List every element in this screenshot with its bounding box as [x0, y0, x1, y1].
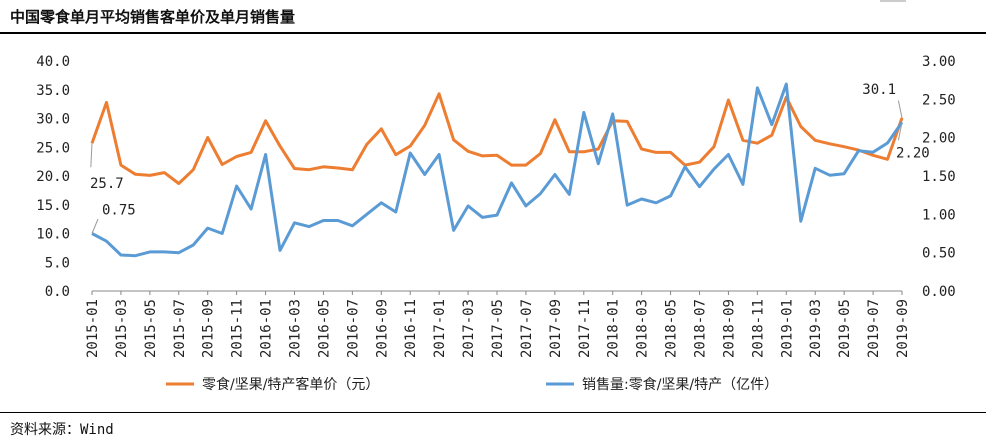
series-line-volume: [91, 82, 904, 258]
y-right-tick-label: 2.50: [922, 92, 956, 108]
chart-title: 中国零食单月平均销售客单价及单月销售量: [10, 8, 296, 26]
x-tick-label: 2015-01: [85, 299, 101, 358]
x-tick-label: 2017-07: [519, 299, 535, 358]
x-tick-label: 2016-03: [288, 299, 304, 358]
x-tick-label: 2016-07: [345, 299, 361, 358]
y-left-tick-label: 25.0: [36, 140, 70, 156]
y-right-tick-label: 1.50: [922, 169, 956, 185]
footer-divider: [0, 412, 986, 413]
data-annotation-label: 30.1: [862, 82, 896, 98]
x-tick-label: 2017-05: [490, 299, 506, 358]
y-left-tick-label: 5.0: [45, 255, 70, 271]
x-tick-label: 2019-03: [808, 299, 824, 358]
data-annotation-label: 2.20: [896, 145, 930, 161]
x-tick-label: 2015-09: [201, 299, 217, 358]
legend-label-unit-price: 零食/坚果/特产客单价（元）: [202, 376, 379, 393]
x-tick-label: 2018-09: [721, 299, 737, 358]
x-tick-label: 2019-05: [837, 299, 853, 358]
x-tick-label: 2019-01: [779, 299, 795, 358]
y-right-tick-label: 1.00: [922, 207, 956, 223]
x-tick-label: 2015-03: [114, 299, 130, 358]
y-left-tick-label: 10.0: [36, 227, 70, 243]
x-tick-label: 2015-07: [172, 299, 188, 358]
legend: 零食/坚果/特产客单价（元） 销售量:零食/坚果/特产（亿件）: [166, 376, 778, 393]
data-annotation-label: 25.7: [90, 176, 124, 192]
y-right-tick-label: 0.50: [922, 246, 956, 262]
title-divider: [0, 32, 986, 34]
y-left-tick-label: 20.0: [36, 169, 70, 185]
source-note: 资料来源：Wind: [10, 422, 114, 438]
x-tick-label: 2016-05: [316, 299, 332, 358]
series-layer: [90, 82, 904, 258]
x-tick-label: 2016-09: [374, 299, 390, 358]
x-tick-label: 2016-11: [403, 299, 419, 358]
x-tick-label: 2015-05: [143, 299, 159, 358]
y-right-tick-label: 0.00: [922, 284, 956, 300]
y-right-tick-label: 3.00: [922, 54, 956, 70]
x-tick-label: 2019-07: [866, 299, 882, 358]
x-tick-label: 2015-11: [230, 299, 246, 358]
annotation-leader: [90, 143, 93, 168]
y-left-tick-label: 30.0: [36, 112, 70, 128]
legend-label-volume: 销售量:零食/坚果/特产（亿件）: [582, 376, 778, 393]
annotation-leader: [91, 218, 99, 234]
series-line-unit-price: [90, 92, 904, 185]
y-left-tick-label: 15.0: [36, 198, 70, 214]
axes-layer: [91, 290, 903, 295]
y-left-tick-label: 35.0: [36, 83, 70, 99]
x-tick-label: 2019-09: [895, 299, 911, 358]
data-annotation-label: 0.75: [102, 203, 136, 219]
x-tick-label: 2018-03: [635, 299, 651, 358]
x-tick-label: 2018-07: [693, 299, 709, 358]
top-corner-mark: [880, 0, 906, 2]
label-layer: 0.0 5.0 10.0 15.0 20.0 25.0 30.0 35.0 40.0 0.00 0.…: [36, 54, 955, 358]
x-tick-label: 2017-09: [548, 299, 564, 358]
x-tick-label: 2018-05: [664, 299, 680, 358]
x-tick-label: 2018-11: [750, 299, 766, 358]
y-left-tick-label: 0.0: [45, 284, 70, 300]
x-tick-label: 2017-01: [432, 299, 448, 358]
x-tick-label: 2017-03: [461, 299, 477, 358]
y-left-tick-label: 40.0: [36, 54, 70, 70]
annotation-leader: [897, 122, 903, 141]
x-tick-label: 2017-11: [577, 299, 593, 358]
annotation-leader: [897, 100, 903, 119]
x-tick-label: 2018-01: [606, 299, 622, 358]
y-right-tick-label: 2.00: [922, 131, 956, 147]
x-tick-label: 2016-01: [259, 299, 275, 358]
